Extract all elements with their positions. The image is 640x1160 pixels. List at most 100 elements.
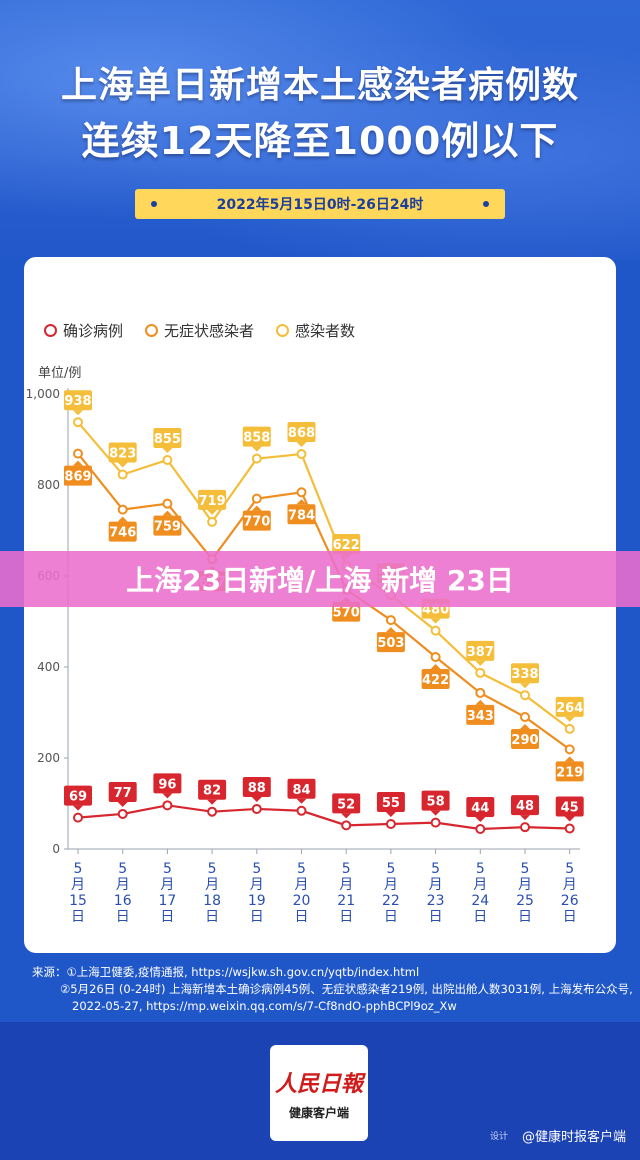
data-label: 759 bbox=[154, 520, 181, 535]
x-tick-label-part: 月 bbox=[473, 877, 487, 893]
x-tick-label-part: 月 bbox=[71, 877, 85, 893]
x-tick-label-part: 月 bbox=[160, 877, 174, 893]
data-point bbox=[251, 453, 262, 464]
x-tick-label-part: 月 bbox=[295, 877, 309, 893]
data-label: 823 bbox=[109, 447, 136, 462]
x-tick-label-part: 20 bbox=[293, 893, 311, 909]
legend-item-asymptomatic: 无症状感染者 bbox=[145, 320, 254, 341]
x-tick-label-part: 日 bbox=[295, 909, 309, 925]
data-point bbox=[251, 493, 262, 504]
data-label-pointer bbox=[341, 813, 352, 819]
data-label: 570 bbox=[333, 606, 360, 621]
x-tick-label-part: 21 bbox=[337, 893, 355, 909]
logo-wordmark: 人民日報 bbox=[274, 1070, 363, 1097]
overlay-banner: 上海23日新增/上海 新增 23日 bbox=[0, 551, 640, 607]
data-label-pointer bbox=[385, 627, 396, 633]
data-label-box bbox=[555, 696, 584, 717]
data-label: 719 bbox=[199, 494, 226, 509]
data-point bbox=[430, 817, 441, 828]
date-range-text: 2022年5月15日0时-26日24时 bbox=[216, 197, 424, 213]
design-label: 设计 bbox=[489, 1132, 508, 1142]
data-label-pointer bbox=[207, 509, 218, 515]
source-notes: 来源：①上海卫健委,疫情通报, https://wsjkw.sh.gov.cn/… bbox=[32, 964, 633, 1015]
page-title-line1: 上海单日新增本土感染者病例数 bbox=[60, 65, 579, 106]
data-label-box bbox=[332, 793, 361, 814]
data-point bbox=[385, 615, 396, 626]
data-label-pointer bbox=[162, 510, 173, 516]
source-line-3: 2022-05-27, https://mp.weixin.qq.com/s/7… bbox=[72, 999, 457, 1013]
legend-item-infected: 感染者数 bbox=[276, 320, 355, 341]
publisher-logo: 人民日報 健康客户端 bbox=[270, 1045, 368, 1141]
data-label-pointer bbox=[162, 447, 173, 453]
data-label-box bbox=[242, 510, 271, 531]
data-label: 82 bbox=[203, 784, 221, 799]
data-label: 858 bbox=[243, 431, 270, 446]
data-point bbox=[296, 805, 307, 816]
data-label-box bbox=[376, 791, 405, 812]
data-label-pointer bbox=[207, 799, 218, 805]
data-label: 869 bbox=[64, 470, 91, 485]
data-label: 290 bbox=[511, 733, 538, 748]
data-point bbox=[475, 687, 486, 698]
data-label-box bbox=[64, 390, 92, 411]
x-tick-label-part: 月 bbox=[384, 877, 398, 893]
data-label-box bbox=[287, 422, 316, 443]
data-point bbox=[341, 820, 352, 831]
chart-legend: 确诊病例 无症状感染者 感染者数 bbox=[44, 320, 355, 341]
x-tick-label-part: 月 bbox=[563, 877, 577, 893]
data-label-box bbox=[287, 778, 316, 799]
x-tick-label-part: 月 bbox=[518, 877, 532, 893]
data-label: 855 bbox=[154, 432, 181, 447]
data-point bbox=[564, 723, 575, 734]
legend-label-confirmed: 确诊病例 bbox=[63, 322, 124, 340]
data-label-box bbox=[555, 796, 584, 817]
y-unit-label: 单位/例 bbox=[38, 366, 82, 381]
x-tick-label-part: 5 bbox=[431, 861, 440, 877]
x-tick-label-part: 日 bbox=[160, 909, 174, 925]
x-tick-label-part: 月 bbox=[250, 877, 264, 893]
data-label-pointer bbox=[117, 462, 128, 468]
data-label-pointer bbox=[564, 756, 575, 762]
x-tick-label-part: 24 bbox=[471, 893, 489, 909]
data-label: 264 bbox=[556, 701, 583, 716]
data-label: 770 bbox=[243, 515, 270, 530]
data-point bbox=[475, 667, 486, 678]
x-tick-label-part: 月 bbox=[339, 877, 353, 893]
legend-label-infected: 感染者数 bbox=[295, 322, 356, 340]
data-label-box bbox=[108, 781, 137, 802]
data-label-box bbox=[108, 521, 137, 542]
x-tick-label-part: 15 bbox=[69, 893, 87, 909]
x-tick-label-part: 5 bbox=[342, 861, 351, 877]
data-label-box bbox=[421, 790, 450, 811]
data-point bbox=[73, 417, 83, 428]
data-point bbox=[564, 744, 575, 755]
x-tick-label-part: 月 bbox=[205, 877, 219, 893]
data-label: 622 bbox=[333, 538, 360, 553]
y-tick-label: 200 bbox=[37, 751, 60, 765]
legend-label-asymptomatic: 无症状感染者 bbox=[164, 322, 255, 340]
data-label-box bbox=[242, 776, 271, 797]
data-label: 52 bbox=[337, 797, 355, 812]
data-label: 422 bbox=[422, 673, 449, 688]
data-label-box bbox=[64, 785, 92, 806]
data-label-pointer bbox=[475, 699, 486, 705]
data-label: 77 bbox=[114, 786, 132, 801]
x-tick-label-part: 5 bbox=[521, 861, 530, 877]
data-label: 48 bbox=[516, 799, 534, 814]
data-label-box bbox=[466, 796, 495, 817]
x-tick-label-part: 5 bbox=[252, 861, 261, 877]
data-label-box bbox=[555, 761, 584, 782]
data-label-pointer bbox=[251, 505, 262, 511]
x-tick-label: 5 月 18 日 bbox=[203, 861, 221, 925]
data-point bbox=[207, 516, 218, 527]
legend-marker-infected bbox=[276, 324, 290, 337]
data-point bbox=[520, 690, 530, 701]
data-label-pointer bbox=[385, 811, 396, 817]
data-label-pointer bbox=[296, 798, 307, 804]
y-tick-label: 1,000 bbox=[26, 387, 60, 401]
data-label-pointer bbox=[430, 663, 441, 669]
data-point bbox=[564, 823, 575, 834]
data-label: 58 bbox=[427, 795, 445, 810]
data-label: 45 bbox=[561, 801, 579, 816]
data-label: 96 bbox=[158, 777, 176, 792]
